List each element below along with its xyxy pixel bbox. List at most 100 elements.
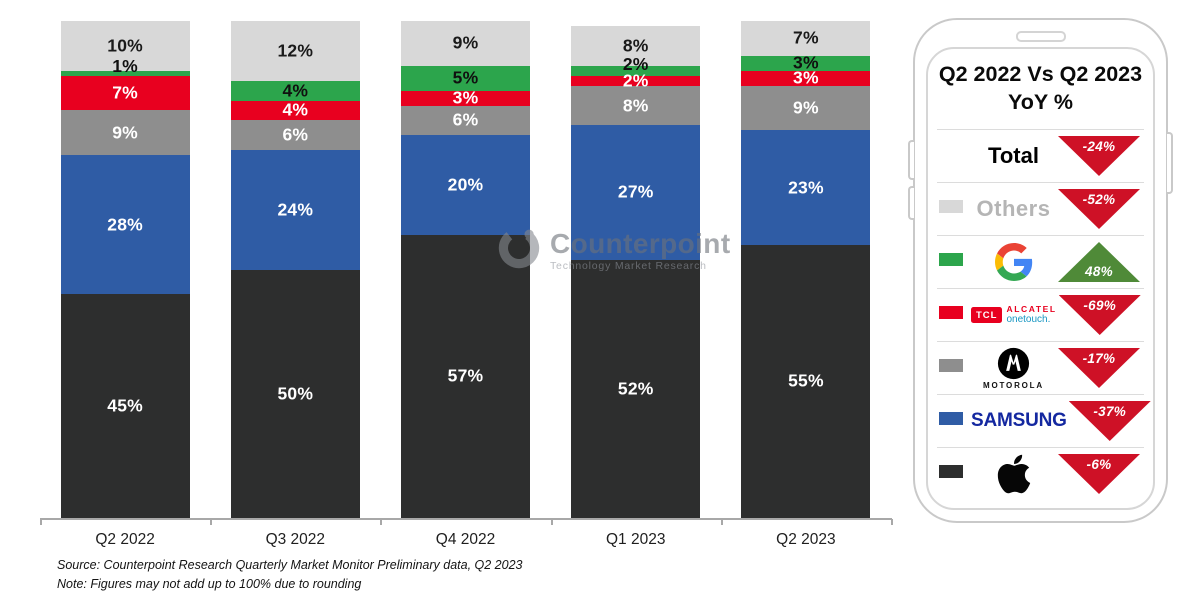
segment-label: 3% <box>793 67 819 88</box>
brand-logo-tcl: TCL ALCATEL onetouch. <box>971 304 1057 326</box>
bar-segment-others: 7% <box>741 21 871 56</box>
segment-label: 20% <box>447 174 484 195</box>
bar-segment-motorola: 9% <box>741 85 871 131</box>
segment-label: 2% <box>622 53 649 74</box>
legend-row-samsung: SAMSUNG -37% <box>937 394 1151 447</box>
bar-segment-others: 8% <box>571 26 701 66</box>
panel-title-line1: Q2 2022 Vs Q2 2023 <box>938 62 1143 86</box>
segment-label: 45% <box>107 395 143 416</box>
segment-label: 55% <box>788 370 824 391</box>
segment-label: 4% <box>282 99 309 120</box>
bar-segment-motorola: 9% <box>60 110 190 156</box>
category-label: Q1 2023 <box>605 531 666 548</box>
total-label: Total <box>988 143 1039 168</box>
bar-segment-others: 10% <box>60 21 190 71</box>
motorola-logo-icon <box>997 347 1030 379</box>
yoy-arrow-up: 48% <box>1058 242 1140 282</box>
arrow-value: -52% <box>1082 192 1116 207</box>
bar-segment-google: 1% <box>60 56 190 76</box>
others-label: Others <box>976 196 1051 221</box>
legend-row-total: Total -24% <box>937 129 1144 182</box>
brand-logo-samsung: SAMSUNG <box>971 410 1067 432</box>
bar-q2-2022: 10% 1% 7% 9% 28% 45% <box>40 21 210 518</box>
segment-label: 8% <box>622 95 649 115</box>
category-label: Q2 2023 <box>776 531 836 548</box>
segment-label: 6% <box>452 109 479 130</box>
phone-screen: Q2 2022 Vs Q2 2023 YoY % Total -24% Others… <box>926 47 1155 510</box>
segment-label: 6% <box>282 124 309 145</box>
bar-q4-2022: 9% 5% 3% 6% 20% 57% <box>380 21 550 518</box>
arrow-value: -69% <box>1083 298 1117 313</box>
samsung-wordmark: SAMSUNG <box>971 410 1067 431</box>
apple-logo-icon <box>997 454 1030 494</box>
segment-label: 2% <box>622 70 649 91</box>
legend-row-apple: -6% <box>937 447 1144 500</box>
axis-tick <box>891 519 893 525</box>
arrow-value: -37% <box>1093 404 1127 419</box>
phone-side-button <box>1167 132 1173 194</box>
yoy-arrow-down: -69% <box>1058 295 1141 335</box>
brand-logo-motorola: MOTOROLA <box>971 347 1056 390</box>
bar-segment-google: 3% <box>741 53 871 73</box>
legend-rows: Total -24% Others -52% 48% TCL ALCATEL onetouch… <box>937 129 1151 500</box>
brand-logo-google <box>971 243 1056 281</box>
google-logo-icon <box>994 243 1032 281</box>
bar-segment-apple: 52% <box>571 259 701 518</box>
phone-side-button <box>908 140 914 180</box>
stacked-bar: 12% 4% 4% 6% 24% 50% <box>230 21 360 518</box>
series-swatch <box>939 306 963 319</box>
yoy-arrow-down: -17% <box>1058 348 1140 388</box>
segment-label: 12% <box>277 40 314 61</box>
tcl-box: TCL <box>971 307 1003 323</box>
category-label: Q4 2022 <box>435 531 496 548</box>
bar-segment-tcl: 7% <box>60 75 190 111</box>
footer: Source: Counterpoint Research Quarterly … <box>57 556 523 594</box>
stacked-bar: 8% 2% 2% 8% 27% 52% <box>571 26 701 518</box>
bar-segment-motorola: 6% <box>401 105 530 136</box>
arrow-value: -17% <box>1082 351 1116 366</box>
segment-label: 3% <box>452 87 479 108</box>
arrow-value: 48% <box>1085 264 1113 279</box>
source-text: Source: Counterpoint Research Quarterly … <box>57 558 523 572</box>
segment-label: 27% <box>617 181 654 202</box>
bar-segment-samsung: 28% <box>60 155 190 295</box>
series-swatch <box>939 465 963 478</box>
bar-segment-apple: 57% <box>401 234 530 518</box>
axis-tick <box>720 519 723 525</box>
segment-label: 1% <box>112 55 138 76</box>
segment-label: 57% <box>447 365 484 386</box>
legend-row-motorola: MOTOROLA -17% <box>937 341 1144 394</box>
x-axis <box>40 518 892 520</box>
segment-label: 9% <box>112 122 138 143</box>
legend-row-google: 48% <box>937 235 1144 288</box>
yoy-arrow-down: -37% <box>1068 401 1151 441</box>
arrow-value: -6% <box>1086 457 1112 472</box>
series-swatch <box>939 359 963 372</box>
segment-label: 9% <box>793 97 819 118</box>
bar-segment-samsung: 23% <box>741 130 871 245</box>
bar-segment-apple: 50% <box>230 269 360 518</box>
bar-segment-tcl: 3% <box>741 67 871 88</box>
note-text: Note: Figures may not add up to 100% due… <box>57 576 362 591</box>
bar-segment-google: 4% <box>230 80 360 101</box>
brand-logo-apple <box>971 452 1056 496</box>
brand-logo-others: Others <box>971 196 1056 222</box>
bar-q2-2023: 7% 3% 3% 9% 23% 55% <box>721 21 891 518</box>
segment-label: 10% <box>107 35 143 56</box>
bar-q1-2023: 8% 2% 2% 8% 27% 52% <box>551 21 721 518</box>
bar-segment-samsung: 24% <box>230 150 360 270</box>
segment-label: 8% <box>622 35 649 56</box>
segment-label: 24% <box>277 199 314 220</box>
segment-label: 50% <box>277 383 314 404</box>
tcl-alcatel-logo: TCL ALCATEL onetouch. <box>971 304 1057 326</box>
bar-segment-motorola: 6% <box>230 120 360 151</box>
onetouch-text: onetouch. <box>1006 314 1051 326</box>
axis-tick <box>210 519 213 525</box>
bar-segment-apple: 45% <box>60 294 190 518</box>
stacked-bar: 10% 1% 7% 9% 28% 45% <box>60 21 190 518</box>
bar-q3-2022: 12% 4% 4% 6% 24% 50% <box>210 21 380 518</box>
category-label: Q2 2022 <box>95 531 155 548</box>
bar-segment-samsung: 27% <box>571 125 701 260</box>
plot-area: 10% 1% 7% 9% 28% 45% 12% 4% 4% 6% 24% 50% 9% 5% 3% 6% 20… <box>40 21 891 518</box>
bar-segment-others: 12% <box>230 21 360 81</box>
